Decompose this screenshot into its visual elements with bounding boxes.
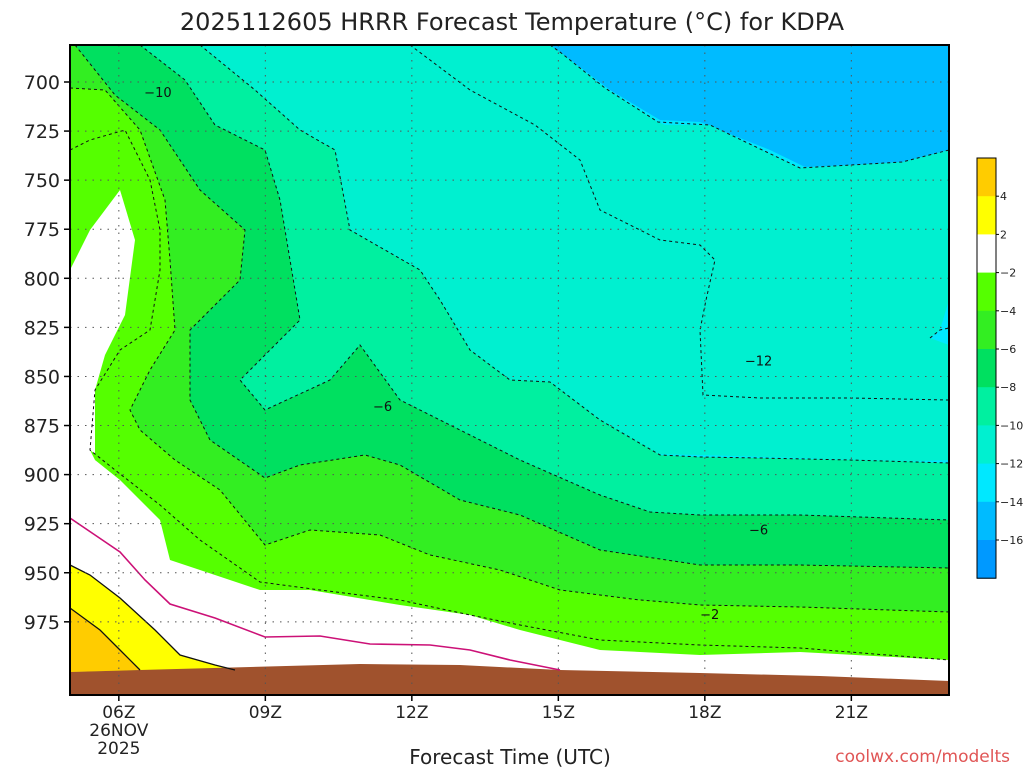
colorbar-segment <box>977 310 996 350</box>
contour-label: −2 <box>700 608 719 623</box>
colorbar-segment <box>977 196 996 235</box>
x-tick-label: 21Z <box>835 703 868 723</box>
chart-title: 2025112605 HRRR Forecast Temperature (°C… <box>180 8 845 36</box>
colorbar-segment <box>977 463 996 503</box>
y-tick-label: 825 <box>24 317 60 339</box>
x-tick-label: 06Z <box>102 703 135 723</box>
colorbar: 4 2 −2 −4 −6 −8 −10 −12 −14 −16 <box>976 157 1023 579</box>
colorbar-label: −2 <box>1000 267 1016 280</box>
y-tick-label: 900 <box>24 465 60 487</box>
temperature-field <box>70 45 949 695</box>
solid-contours <box>70 564 236 671</box>
contour-label: −10 <box>144 86 171 101</box>
y-tick-label: 975 <box>24 612 60 634</box>
colorbar-label: −14 <box>1000 496 1023 509</box>
colorbar-segment <box>977 425 996 465</box>
contour-label: −6 <box>749 524 768 539</box>
colorbar-segment <box>977 158 996 197</box>
colorbar-segment <box>977 234 996 274</box>
contour-label: −12 <box>745 355 772 370</box>
band-minus-14-to-minus-16 <box>550 45 949 167</box>
zero-degree-isotherm <box>70 517 561 671</box>
y-tick-label: 875 <box>24 416 60 438</box>
colorbar-label: −4 <box>1000 305 1016 318</box>
x-tick-label: 18Z <box>688 703 721 723</box>
x-tick-label: 15Z <box>542 703 575 723</box>
colorbar-label: −6 <box>1000 343 1016 356</box>
colorbar-segment <box>977 501 996 541</box>
x-tick-label: 12Z <box>395 703 428 723</box>
x-tick-label: 09Z <box>249 703 282 723</box>
y-tick-label: 800 <box>24 268 60 290</box>
band-minus-10-to-minus-12-mid <box>200 45 410 90</box>
plot-frame <box>69 44 950 696</box>
x-axis-label: Forecast Time (UTC) <box>409 745 611 768</box>
y-tick-label: 750 <box>24 170 60 192</box>
y-axis: 700 725 750 775 800 825 850 875 900 925 950 975 <box>24 72 70 634</box>
site-credit: coolwx.com/modelts <box>835 747 1010 767</box>
colorbar-label: 4 <box>1000 190 1007 203</box>
y-tick-label: 925 <box>24 514 60 536</box>
contour-labels: −10 −6 −12 −6 −2 <box>144 86 772 623</box>
colorbar-label: 2 <box>1000 228 1007 241</box>
y-tick-label: 775 <box>24 219 60 241</box>
band-4-to-6 <box>70 608 140 672</box>
colorbar-label: −16 <box>1000 534 1023 547</box>
colorbar-label: −10 <box>1000 419 1023 432</box>
y-tick-label: 850 <box>24 366 60 388</box>
band-minus-4-to-minus-6 <box>70 45 949 695</box>
y-tick-label: 700 <box>24 72 60 94</box>
contour-label: −6 <box>373 400 392 415</box>
colorbar-segment <box>977 272 996 312</box>
y-tick-label: 950 <box>24 563 60 585</box>
x-tick-label: 2025 <box>97 739 140 759</box>
colorbar-segment <box>977 387 996 426</box>
colorbar-label: −12 <box>1000 458 1023 471</box>
colorbar-segment <box>977 540 996 579</box>
colorbar-frame <box>976 157 997 579</box>
x-tick-label: 26NOV <box>89 721 148 741</box>
colorbar-segment <box>977 349 996 388</box>
ground <box>70 664 949 695</box>
y-tick-label: 725 <box>24 121 60 143</box>
colorbar-label: −8 <box>1000 381 1016 394</box>
